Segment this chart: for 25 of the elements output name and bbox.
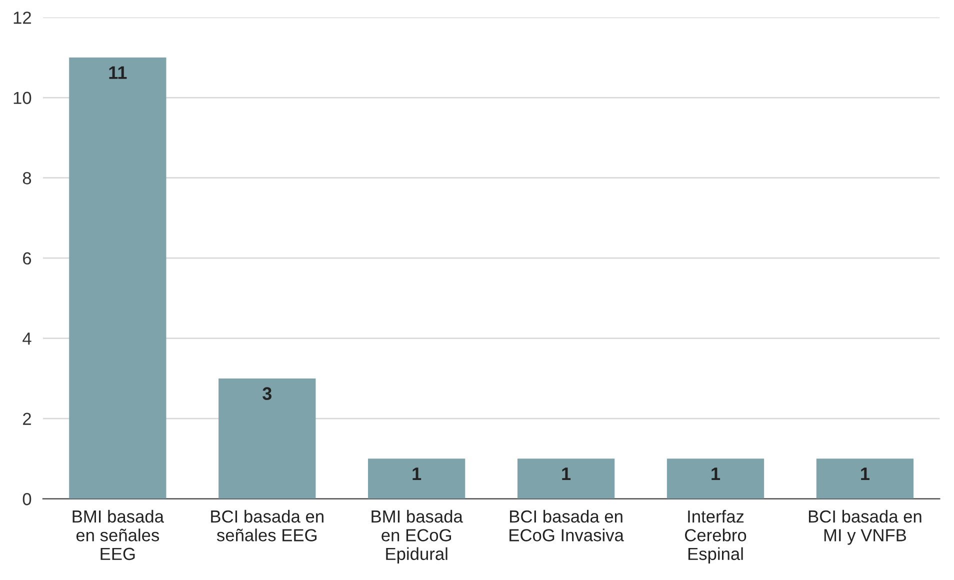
- y-tick-label: 4: [22, 332, 32, 345]
- y-tick-label: 2: [23, 412, 31, 425]
- x-tick-label: BMI basada en ECoG Epidural: [372, 510, 463, 564]
- data-label: 11: [109, 66, 127, 79]
- x-tick-label: BCI basada en MI y VNFB: [808, 510, 922, 545]
- y-tick-label: 0: [22, 492, 32, 506]
- data-label: 1: [562, 468, 571, 480]
- x-tick-label: BCI basada en señales EEG: [211, 510, 324, 542]
- bar: [666, 458, 764, 499]
- bar: [368, 458, 466, 499]
- y-tick-label: 6: [23, 252, 32, 265]
- x-tick-label: Interfaz Cerebro Espinal: [685, 510, 746, 564]
- x-tick-label: BMI basada en señales EEG: [72, 510, 164, 560]
- data-label: 1: [412, 468, 422, 480]
- y-tick-label: 12: [14, 12, 31, 24]
- bar: [517, 458, 615, 499]
- data-label: 3: [262, 387, 272, 400]
- bar: [69, 58, 166, 499]
- data-label: 1: [712, 468, 720, 480]
- y-tick-label: 10: [14, 92, 32, 104]
- x-tick-label: BCI basada en ECoG Invasiva: [510, 510, 624, 542]
- data-label: 1: [861, 468, 870, 480]
- bar: [218, 378, 316, 499]
- bar: [816, 458, 914, 499]
- y-tick-label: 8: [22, 172, 32, 184]
